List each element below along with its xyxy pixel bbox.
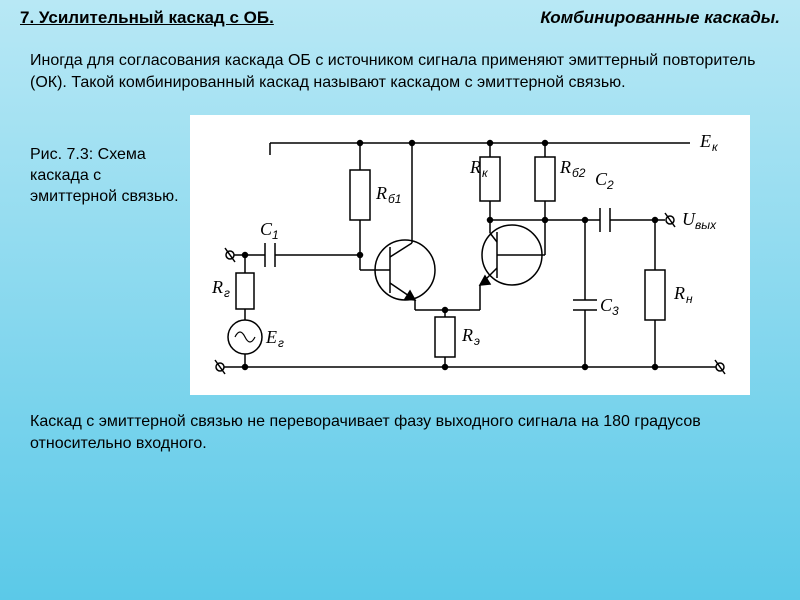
svg-text:вых: вых <box>695 218 717 232</box>
subtitle: Комбинированные каскады. <box>540 8 780 28</box>
svg-text:2: 2 <box>606 178 614 192</box>
svg-text:к: к <box>482 166 489 180</box>
svg-text:R: R <box>375 183 387 203</box>
intro-paragraph: Иногда для согласования каскада ОБ с ист… <box>0 32 800 103</box>
figure-caption: Рис. 7.3: Схема каскада с эмиттерной свя… <box>30 115 180 395</box>
svg-text:R: R <box>469 157 481 177</box>
svg-text:к: к <box>712 140 719 154</box>
svg-text:г: г <box>278 336 284 350</box>
circuit-diagram: E к R б1 R к <box>190 115 750 395</box>
svg-text:э: э <box>474 334 480 348</box>
svg-text:н: н <box>686 292 693 306</box>
svg-text:б2: б2 <box>572 166 586 180</box>
svg-text:3: 3 <box>612 304 619 318</box>
svg-text:г: г <box>224 286 230 300</box>
svg-text:б1: б1 <box>388 192 401 206</box>
svg-text:E: E <box>699 131 711 151</box>
svg-text:R: R <box>559 157 571 177</box>
svg-text:E: E <box>265 327 277 347</box>
svg-text:1: 1 <box>272 228 279 242</box>
svg-text:R: R <box>461 325 473 345</box>
svg-text:R: R <box>673 283 685 303</box>
svg-text:R: R <box>211 277 223 297</box>
section-title: 7. Усилительный каскад с ОБ. <box>20 8 274 28</box>
bottom-paragraph: Каскад с эмиттерной связью не переворачи… <box>0 395 800 454</box>
svg-text:U: U <box>682 209 696 229</box>
